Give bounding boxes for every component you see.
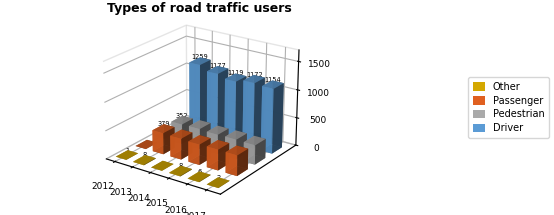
Legend: Other, Passenger, Pedestrian, Driver: Other, Passenger, Pedestrian, Driver xyxy=(468,77,549,138)
Title: Types of road traffic users: Types of road traffic users xyxy=(107,2,292,15)
